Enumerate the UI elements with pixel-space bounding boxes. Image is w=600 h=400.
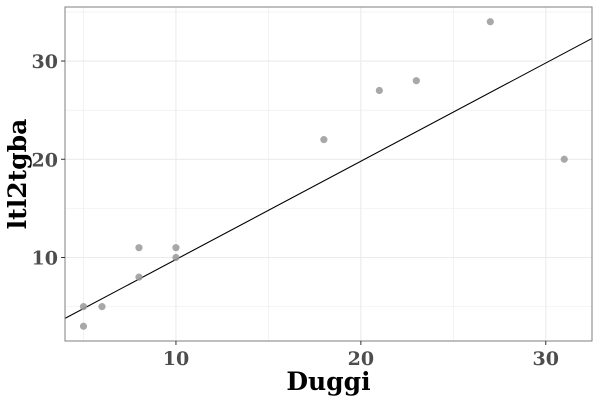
y-axis-title: ltl2tgba (3, 119, 32, 230)
data-point (486, 18, 494, 26)
x-tick-label: 20 (348, 348, 374, 370)
fit-line-layer (64, 37, 593, 319)
x-tick-label: 10 (163, 348, 189, 370)
data-point (172, 253, 180, 262)
grid-major (65, 7, 592, 341)
x-axis-ticks: 10 20 30 (163, 341, 559, 370)
data-point (172, 244, 180, 252)
panel-border (64, 6, 593, 342)
x-tick-label: 30 (533, 348, 559, 370)
data-point (135, 273, 143, 281)
data-point (135, 244, 143, 252)
y-tick-label: 20 (32, 149, 58, 171)
data-point (560, 155, 568, 163)
x-axis-title: Duggi (286, 367, 370, 396)
y-axis-ticks: 10 20 30 (32, 51, 65, 270)
points-layer (79, 18, 568, 330)
data-point (320, 136, 328, 144)
fit-line (64, 37, 593, 319)
y-tick-label: 10 (32, 248, 58, 270)
data-point (375, 86, 383, 95)
data-point (79, 303, 88, 311)
data-point (98, 303, 106, 311)
grid-minor (65, 7, 592, 341)
data-point (412, 77, 420, 85)
data-point (79, 322, 88, 330)
y-tick-label: 30 (32, 51, 58, 73)
